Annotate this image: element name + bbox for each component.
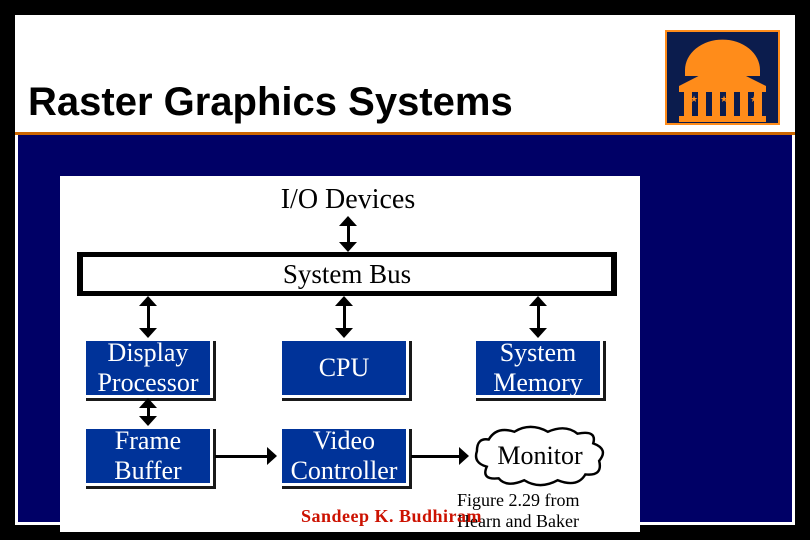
display-processor-box: Display Processor	[83, 338, 213, 398]
monitor-label: Monitor	[497, 441, 582, 471]
arrow-disp-frame	[139, 398, 157, 426]
cpu-box: CPU	[279, 338, 409, 398]
io-devices-label: I/O Devices	[263, 184, 433, 216]
page-title: Raster Graphics Systems	[28, 80, 513, 125]
video-controller-line2: Controller	[291, 456, 398, 486]
system-memory-line2: Memory	[493, 368, 583, 398]
video-controller-line1: Video	[313, 426, 375, 456]
arrow-bus-sysmem	[529, 296, 547, 338]
watermark-text: Sandeep K. Budhiram	[301, 506, 482, 527]
svg-text:★: ★	[690, 94, 698, 104]
arrow-io-bus	[339, 216, 357, 252]
frame-buffer-line1: Frame	[115, 426, 181, 456]
display-processor-line2: Processor	[97, 368, 198, 398]
system-bus: System Bus	[77, 252, 617, 296]
system-bus-label: System Bus	[283, 259, 411, 290]
io-devices-text: I/O Devices	[281, 184, 416, 216]
arrow-bus-cpu	[335, 296, 353, 338]
arrow-frame-video	[215, 447, 277, 465]
cpu-line1: CPU	[319, 353, 370, 383]
system-bus-label-box: System Bus	[83, 257, 611, 291]
frame-buffer-line2: Buffer	[114, 456, 181, 486]
title-underline	[15, 132, 795, 135]
arrow-bus-disp	[139, 296, 157, 338]
diagram-area: I/O Devices System Bus Display Processor…	[15, 150, 795, 520]
display-processor-line1: Display	[108, 338, 189, 368]
rotunda-logo: ★ ★ ★	[665, 30, 780, 125]
monitor-cloud: Monitor	[471, 424, 609, 488]
arrow-video-monitor	[411, 447, 469, 465]
video-controller-box: Video Controller	[279, 426, 409, 486]
svg-text:★: ★	[750, 94, 758, 104]
frame-buffer-box: Frame Buffer	[83, 426, 213, 486]
system-memory-box: System Memory	[473, 338, 603, 398]
svg-text:★: ★	[720, 94, 728, 104]
system-memory-line1: System	[500, 338, 577, 368]
